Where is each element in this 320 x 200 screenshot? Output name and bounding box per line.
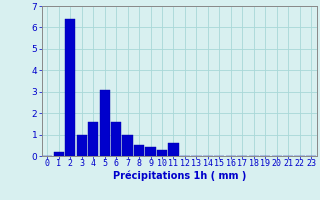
Bar <box>88 122 98 156</box>
Bar <box>100 90 110 156</box>
Bar <box>123 135 133 156</box>
Bar <box>65 19 76 156</box>
Bar <box>168 143 179 156</box>
Bar <box>157 150 167 156</box>
Bar <box>111 122 121 156</box>
Bar <box>145 147 156 156</box>
Bar <box>54 152 64 156</box>
Bar <box>134 145 144 156</box>
Bar <box>76 135 87 156</box>
X-axis label: Précipitations 1h ( mm ): Précipitations 1h ( mm ) <box>113 171 246 181</box>
